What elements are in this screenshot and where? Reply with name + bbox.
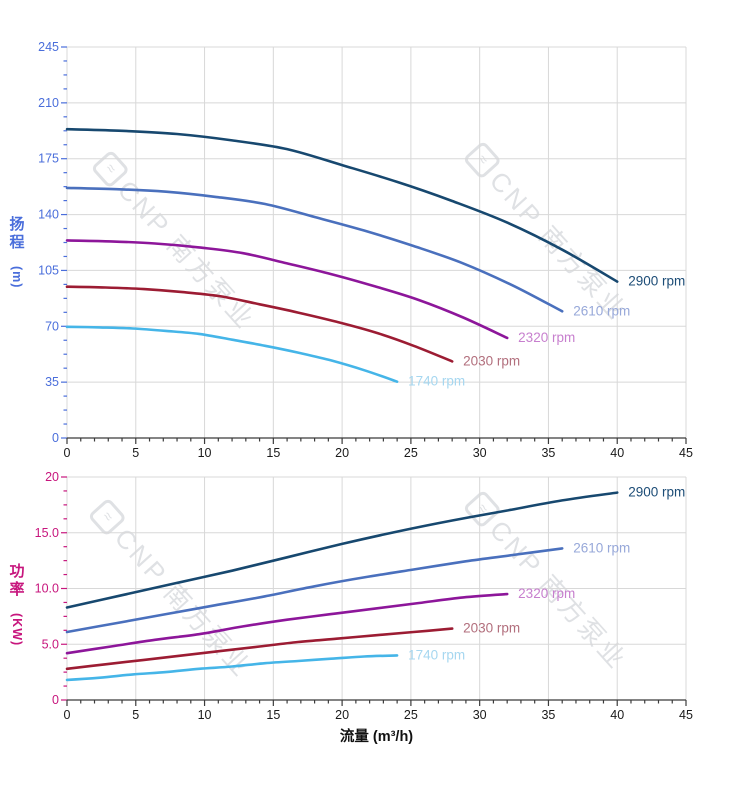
- x-axis-tick-label: 25: [404, 708, 418, 722]
- y-axis-tick-label: 105: [38, 263, 59, 277]
- power-curve-2320rpm: [65, 592, 509, 655]
- y-axis-tick-label: 175: [38, 152, 59, 166]
- x-axis-tick-label: 40: [610, 708, 624, 722]
- x-axis-tick-label: 15: [266, 446, 280, 460]
- y-axis-tick-label: 245: [38, 40, 59, 54]
- x-axis-tick-label: 10: [198, 708, 212, 722]
- x-axis-tick-label: 45: [679, 446, 693, 460]
- curve-label-2610rpm: 2610 rpm: [573, 540, 630, 555]
- x-axis-tick-label: 30: [473, 446, 487, 460]
- head-axis-title: 扬程 (m): [6, 216, 28, 289]
- y-axis-tick-label: 15.0: [35, 526, 59, 540]
- x-axis-tick-label: 20: [335, 708, 349, 722]
- y-axis-tick-label: 0: [52, 431, 59, 445]
- x-axis-tick-label: 5: [132, 446, 139, 460]
- power-axis-unit: (KW): [10, 613, 24, 647]
- y-axis-tick-label: 140: [38, 208, 59, 222]
- curve-label-1740rpm: 1740 rpm: [408, 647, 465, 662]
- curve-label-2610rpm: 2610 rpm: [573, 303, 630, 318]
- y-axis-tick-label: 210: [38, 96, 59, 110]
- x-axis-tick-label: 35: [541, 446, 555, 460]
- y-axis-tick-label: 5.0: [42, 637, 59, 651]
- x-axis-tick-label: 20: [335, 446, 349, 460]
- head-curve-2030rpm: [65, 285, 454, 363]
- x-axis-tick-label: 5: [132, 708, 139, 722]
- curve-label-2900rpm: 2900 rpm: [628, 274, 685, 289]
- curve-label-2320rpm: 2320 rpm: [518, 586, 575, 601]
- power-curve-2610rpm: [65, 547, 564, 634]
- y-axis-tick-label: 0: [52, 693, 59, 707]
- y-axis-tick-label: 20: [45, 470, 59, 484]
- curve-label-2030rpm: 2030 rpm: [463, 621, 520, 636]
- x-axis-tick-label: 30: [473, 708, 487, 722]
- x-axis-tick-label: 10: [198, 446, 212, 460]
- x-axis-tick-label: 25: [404, 446, 418, 460]
- y-axis-tick-label: 35: [45, 375, 59, 389]
- curve-label-1740rpm: 1740 rpm: [408, 374, 465, 389]
- head-curve-1740rpm: [65, 325, 399, 383]
- head-axis-unit: (m): [10, 266, 24, 289]
- x-axis-tick-label: 35: [541, 708, 555, 722]
- y-axis-tick-label: 10.0: [35, 582, 59, 596]
- head-curve-2610rpm: [65, 186, 564, 313]
- x-axis-tick-label: 0: [64, 708, 71, 722]
- power-axis-title: 功率 (KW): [6, 563, 28, 647]
- x-axis-tick-label: 15: [266, 708, 280, 722]
- curve-label-2320rpm: 2320 rpm: [518, 330, 575, 345]
- head-curve-2900rpm: [65, 127, 619, 283]
- x-axis-tick-label: 0: [64, 446, 71, 460]
- head-curve-2320rpm: [65, 239, 509, 340]
- x-axis-tick-label: 40: [610, 446, 624, 460]
- power-curve-2030rpm: [65, 627, 454, 671]
- head-axis-title-text: 扬程: [9, 216, 25, 251]
- y-axis-tick-label: 70: [45, 319, 59, 333]
- curve-label-2030rpm: 2030 rpm: [463, 353, 520, 368]
- x-axis-tick-label: 45: [679, 708, 693, 722]
- power-axis-title-text: 功率: [9, 563, 25, 598]
- power-curve-2900rpm: [65, 491, 619, 609]
- flow-axis-title: 流量 (m³/h): [339, 729, 414, 745]
- power-curve-1740rpm: [65, 654, 399, 682]
- curve-label-2900rpm: 2900 rpm: [628, 485, 685, 500]
